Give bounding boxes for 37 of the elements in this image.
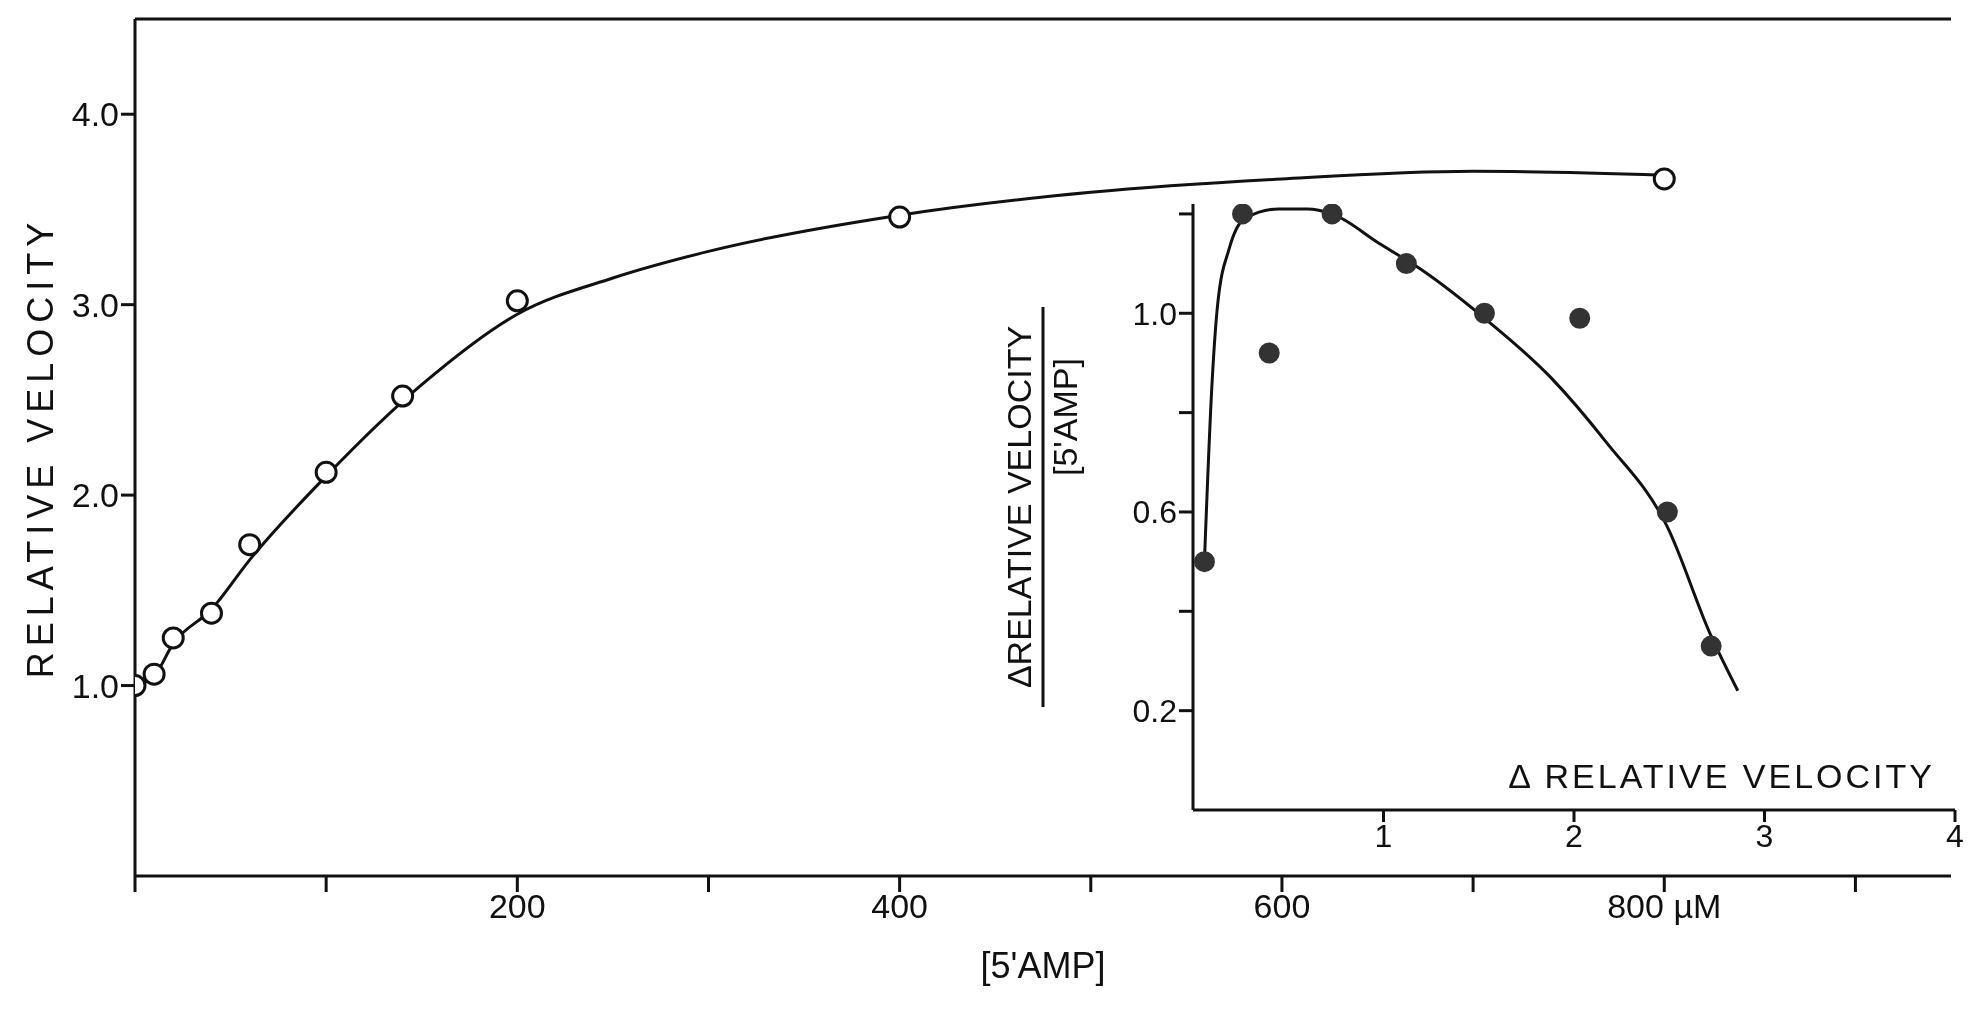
x-tick-label: 200	[488, 887, 546, 926]
point	[1258, 342, 1280, 364]
y-tick-label: 1.0	[1132, 295, 1177, 332]
point	[1569, 307, 1591, 329]
point	[391, 384, 415, 408]
y-tick-label: 0.2	[1132, 693, 1177, 730]
point	[238, 533, 262, 557]
x-tick-label: 4	[1946, 817, 1964, 854]
x-tick-label: 1	[1374, 817, 1393, 854]
point	[505, 289, 529, 313]
point	[1193, 551, 1215, 573]
x-tick-label: 2	[1565, 817, 1583, 854]
point	[1232, 204, 1254, 225]
y-tick-label: 2.0	[71, 476, 119, 515]
point	[314, 460, 338, 484]
y-tick-label: 4.0	[71, 95, 119, 134]
point	[1700, 635, 1722, 657]
point	[1321, 204, 1343, 225]
point	[1395, 253, 1417, 275]
point	[888, 205, 912, 229]
y-tick-label: 1.0	[71, 666, 119, 705]
point	[1473, 302, 1495, 324]
point	[142, 662, 166, 686]
x-axis-title: Δ RELATIVE VELOCITY	[1508, 757, 1935, 795]
y-axis-title: ΔRELATIVE VELOCITY [5'AMP]	[1000, 325, 1084, 689]
point	[1656, 501, 1678, 523]
x-axis-title: [5'AMP]	[980, 945, 1106, 986]
point	[199, 601, 223, 625]
y-tick-label: 3.0	[71, 285, 119, 324]
x-tick-label: 400	[871, 887, 928, 926]
point	[161, 626, 185, 650]
point	[1652, 167, 1676, 191]
y-tick-label: 0.6	[1132, 494, 1177, 531]
x-tick-label: 800 µM	[1607, 887, 1722, 926]
x-tick-label: 3	[1755, 817, 1774, 854]
y-axis-title: RELATIVE VELOCITY	[20, 216, 61, 679]
x-tick-label: 600	[1253, 887, 1311, 926]
